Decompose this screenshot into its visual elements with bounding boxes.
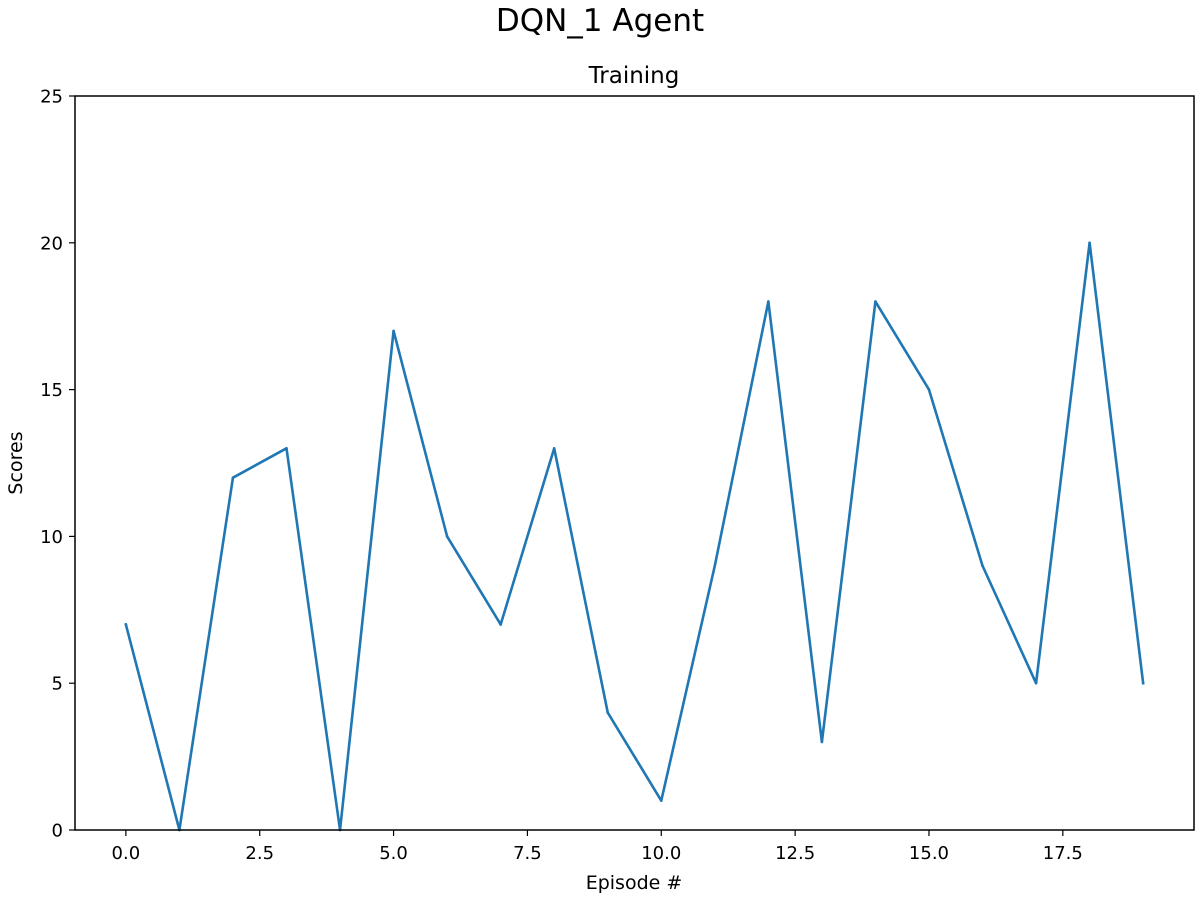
data-point <box>659 799 663 802</box>
y-tick-label: 20 <box>40 233 63 254</box>
plot-area <box>124 241 1145 832</box>
data-point <box>927 388 931 391</box>
data-point <box>874 300 877 303</box>
x-axis-label: Episode # <box>586 872 683 894</box>
data-point <box>231 476 235 479</box>
y-axis-label: Scores <box>5 431 27 494</box>
data-point <box>767 300 770 303</box>
y-tick-label: 10 <box>40 527 63 548</box>
data-point <box>820 740 824 744</box>
y-tick-label: 25 <box>40 87 63 108</box>
x-tick-label: 7.5 <box>513 843 542 864</box>
series-line-0 <box>124 241 1145 832</box>
x-axis: 0.0 2.5 5.0 7.5 10.0 12.5 15.0 17.5 <box>112 830 1083 864</box>
x-tick-label: 10.0 <box>641 843 681 864</box>
data-point <box>606 711 610 714</box>
x-tick-label: 0.0 <box>112 843 141 864</box>
x-tick-label: 17.5 <box>1043 843 1083 864</box>
data-point <box>552 447 556 450</box>
chart-title: Training <box>588 63 680 89</box>
axes-frame <box>74 95 1195 831</box>
data-point <box>445 535 449 538</box>
data-point <box>285 447 288 450</box>
y-axis: 0 5 10 15 20 25 <box>40 87 75 842</box>
y-tick-label: 15 <box>40 380 63 401</box>
data-point <box>1088 241 1091 245</box>
data-point <box>713 564 717 568</box>
y-tick-label: 5 <box>52 674 63 695</box>
data-point <box>124 623 128 626</box>
data-point <box>1034 681 1038 685</box>
x-tick-label: 12.5 <box>775 843 815 864</box>
data-point <box>981 564 984 568</box>
figure-suptitle: DQN_1 Agent <box>496 3 704 39</box>
y-tick-label: 0 <box>52 821 63 842</box>
data-point <box>392 329 395 333</box>
x-tick-label: 5.0 <box>379 843 408 864</box>
x-tick-label: 15.0 <box>909 843 949 864</box>
x-tick-label: 2.5 <box>245 843 274 864</box>
data-point <box>1141 681 1145 685</box>
data-point <box>499 623 502 626</box>
